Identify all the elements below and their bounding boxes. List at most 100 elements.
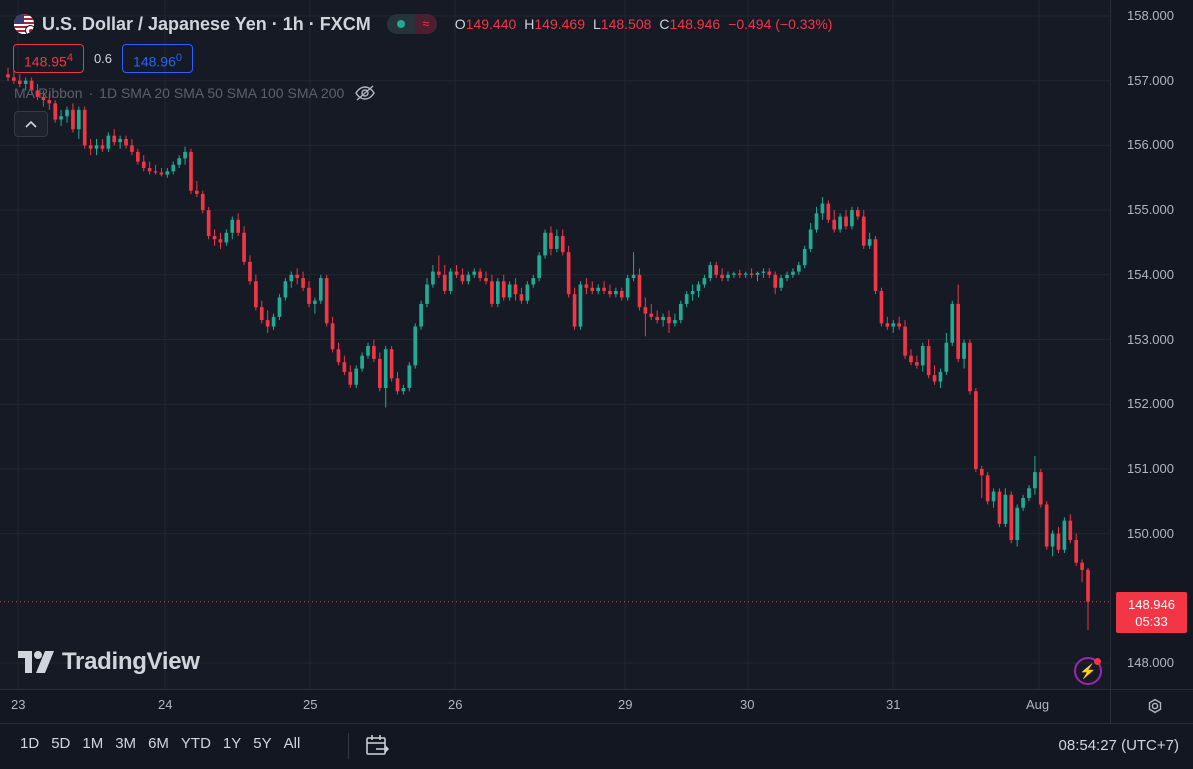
candle-body[interactable] bbox=[566, 252, 571, 295]
candle-body[interactable] bbox=[1038, 472, 1043, 505]
candle-body[interactable] bbox=[991, 491, 996, 502]
candle-body[interactable] bbox=[348, 371, 353, 385]
candle-body[interactable] bbox=[383, 349, 388, 389]
candle-body[interactable] bbox=[354, 368, 359, 385]
candle-body[interactable] bbox=[832, 219, 837, 230]
candle-body[interactable] bbox=[549, 232, 553, 249]
candle-body[interactable] bbox=[743, 273, 748, 275]
candle-body[interactable] bbox=[496, 281, 500, 304]
candle-body[interactable] bbox=[808, 229, 813, 249]
candle-body[interactable] bbox=[106, 135, 111, 149]
candle-body[interactable] bbox=[950, 303, 955, 343]
candle-body[interactable] bbox=[684, 294, 689, 304]
candle-body[interactable] bbox=[124, 138, 128, 146]
candle-body[interactable] bbox=[318, 278, 323, 301]
candle-body[interactable] bbox=[602, 287, 606, 291]
candle-body[interactable] bbox=[183, 151, 187, 159]
candle-body[interactable] bbox=[932, 375, 937, 382]
candle-body[interactable] bbox=[678, 303, 683, 321]
candle-body[interactable] bbox=[35, 90, 40, 97]
candle-body[interactable] bbox=[1027, 488, 1031, 499]
candle-body[interactable] bbox=[814, 213, 819, 230]
candle-body[interactable] bbox=[283, 281, 288, 298]
candle-body[interactable] bbox=[53, 103, 58, 120]
candle-body[interactable] bbox=[59, 116, 63, 120]
candle-body[interactable] bbox=[401, 388, 406, 392]
collapse-legend-button[interactable] bbox=[14, 111, 48, 137]
candle-body[interactable] bbox=[767, 271, 772, 275]
candle-body[interactable] bbox=[1009, 494, 1014, 541]
flash-alert-button[interactable]: ⚡ bbox=[1074, 657, 1102, 685]
candle-body[interactable] bbox=[153, 171, 158, 173]
candle-body[interactable] bbox=[891, 323, 896, 327]
candle-body[interactable] bbox=[861, 216, 866, 246]
candle-body[interactable] bbox=[560, 235, 565, 253]
candle-body[interactable] bbox=[690, 290, 695, 295]
candle-body[interactable] bbox=[395, 378, 400, 392]
candle-body[interactable] bbox=[82, 109, 87, 146]
go-to-date-calendar-icon[interactable] bbox=[364, 733, 390, 759]
sell-button[interactable]: 148.954 bbox=[13, 44, 84, 73]
candle-body[interactable] bbox=[873, 239, 878, 291]
candle-body[interactable] bbox=[407, 365, 412, 389]
candle-body[interactable] bbox=[820, 203, 825, 214]
candle-body[interactable] bbox=[295, 274, 300, 279]
candle-body[interactable] bbox=[212, 235, 217, 240]
candle-body[interactable] bbox=[472, 271, 477, 275]
candle-body[interactable] bbox=[501, 281, 506, 298]
candle-body[interactable] bbox=[531, 278, 536, 285]
candle-body[interactable] bbox=[938, 371, 943, 382]
candle-body[interactable] bbox=[324, 278, 329, 324]
candle-body[interactable] bbox=[206, 210, 211, 236]
candle-body[interactable] bbox=[696, 284, 701, 291]
candle-body[interactable] bbox=[761, 271, 766, 273]
indicator-legend[interactable]: MA Ribbon · 1D SMA 20 SMA 50 SMA 100 SMA… bbox=[14, 84, 376, 102]
candle-body[interactable] bbox=[277, 297, 282, 317]
candle-body[interactable] bbox=[796, 265, 801, 272]
candle-body[interactable] bbox=[543, 232, 547, 256]
candle-body[interactable] bbox=[1050, 533, 1055, 547]
buy-button[interactable]: 148.960 bbox=[122, 44, 193, 73]
candle-body[interactable] bbox=[1074, 540, 1079, 563]
candle-body[interactable] bbox=[513, 284, 518, 295]
candle-body[interactable] bbox=[254, 281, 258, 308]
candle-body[interactable] bbox=[112, 135, 117, 143]
range-button-6m[interactable]: 6M bbox=[148, 735, 169, 752]
candle-body[interactable] bbox=[572, 294, 577, 327]
range-button-1y[interactable]: 1Y bbox=[222, 735, 242, 752]
range-button-1d[interactable]: 1D bbox=[20, 735, 40, 752]
candle-body[interactable] bbox=[926, 345, 931, 376]
candle-body[interactable] bbox=[614, 290, 618, 295]
candle-body[interactable] bbox=[242, 232, 246, 262]
candle-body[interactable] bbox=[94, 145, 99, 149]
candle-body[interactable] bbox=[218, 239, 223, 243]
market-status-pill[interactable]: ≈ bbox=[386, 14, 437, 34]
candle-body[interactable] bbox=[17, 80, 22, 84]
range-button-3m[interactable]: 3M bbox=[115, 735, 137, 752]
candle-body[interactable] bbox=[667, 316, 671, 324]
candle-body[interactable] bbox=[673, 320, 677, 324]
candle-body[interactable] bbox=[915, 362, 919, 366]
candle-body[interactable] bbox=[41, 96, 46, 101]
candle-body[interactable] bbox=[507, 284, 512, 298]
candle-body[interactable] bbox=[856, 210, 860, 217]
candle-body[interactable] bbox=[301, 278, 305, 288]
candle-body[interactable] bbox=[141, 161, 146, 169]
candle-body[interactable] bbox=[1033, 472, 1037, 489]
candle-body[interactable] bbox=[791, 271, 795, 275]
candle-body[interactable] bbox=[885, 323, 890, 327]
candle-body[interactable] bbox=[578, 284, 583, 327]
candle-body[interactable] bbox=[88, 145, 93, 149]
candle-body[interactable] bbox=[749, 273, 754, 275]
candle-body[interactable] bbox=[619, 290, 624, 298]
range-button-ytd[interactable]: YTD bbox=[180, 735, 211, 752]
range-button-all[interactable]: All bbox=[283, 735, 301, 752]
candle-body[interactable] bbox=[1056, 533, 1061, 550]
price-axis[interactable] bbox=[1110, 0, 1193, 689]
candle-body[interactable] bbox=[637, 274, 642, 308]
candle-body[interactable] bbox=[968, 342, 972, 392]
symbol-title[interactable]: U.S. Dollar / Japanese Yen · 1h · FXCM bbox=[42, 13, 371, 34]
candle-body[interactable] bbox=[537, 255, 541, 279]
candle-body[interactable] bbox=[389, 349, 394, 379]
timezone-clock[interactable]: 08:54:27 (UTC+7) bbox=[1058, 737, 1179, 754]
